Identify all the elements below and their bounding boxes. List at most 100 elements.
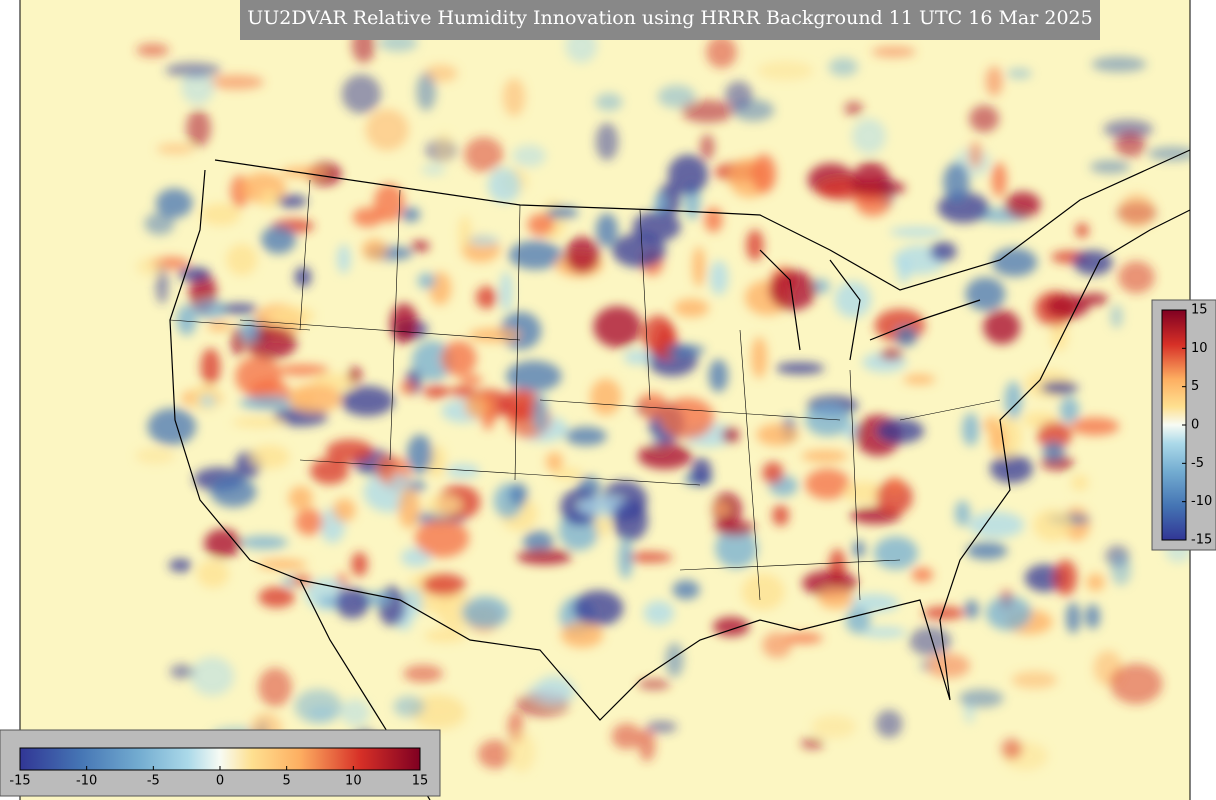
field-blob xyxy=(1073,250,1113,276)
field-blob xyxy=(508,240,563,270)
field-blob xyxy=(715,528,758,569)
field-blob xyxy=(708,359,729,393)
field-blob xyxy=(560,622,604,648)
field-blob xyxy=(280,166,328,178)
field-blob xyxy=(1085,604,1101,629)
field-blob xyxy=(1059,396,1080,424)
field-blob xyxy=(532,393,548,434)
field-blob xyxy=(294,266,312,288)
field-blob xyxy=(1103,119,1154,139)
field-blob xyxy=(410,241,430,252)
field-blob xyxy=(714,520,755,536)
colorbar-tick-label: -5 xyxy=(147,774,160,789)
field-blob xyxy=(155,265,169,305)
field-blob xyxy=(667,154,709,195)
field-blob xyxy=(646,720,678,733)
field-blob xyxy=(411,340,454,381)
field-blob xyxy=(692,246,706,288)
field-blob xyxy=(854,180,906,196)
field-blob xyxy=(969,105,1000,133)
west-coast xyxy=(169,169,431,800)
field-blob xyxy=(611,723,642,750)
field-blob xyxy=(756,423,799,446)
field-blob xyxy=(332,498,356,523)
field-blob xyxy=(623,350,653,365)
field-blob xyxy=(200,203,241,226)
colorbar-tick-label: 0 xyxy=(216,774,224,789)
field-blob xyxy=(1011,671,1058,689)
field-blob xyxy=(845,607,871,634)
field-blob xyxy=(261,225,297,254)
field-blob xyxy=(991,247,1038,277)
field-blob xyxy=(751,154,777,194)
field-blob xyxy=(461,596,509,629)
field-blob xyxy=(926,653,971,679)
field-blob xyxy=(937,192,990,224)
field-blob xyxy=(741,573,785,611)
field-blob xyxy=(1033,509,1073,542)
field-blob xyxy=(660,397,715,439)
field-blob xyxy=(714,503,729,515)
field-blob xyxy=(709,260,729,296)
field-blob xyxy=(403,664,443,683)
field-blob xyxy=(772,504,790,526)
boundaries xyxy=(169,149,1190,800)
field-blob xyxy=(966,541,1008,560)
field-blob xyxy=(985,595,1032,631)
field-blob xyxy=(751,336,768,379)
field-blob xyxy=(564,236,600,273)
field-blob xyxy=(804,402,851,437)
field-blob xyxy=(724,81,753,109)
field-blob xyxy=(340,386,395,417)
field-blob xyxy=(260,189,279,208)
field-blob xyxy=(1109,663,1163,705)
field-blob xyxy=(612,233,666,268)
field-blob xyxy=(1037,421,1072,449)
field-blob xyxy=(903,374,936,385)
humidity-field xyxy=(135,27,1190,773)
field-blob xyxy=(875,709,903,738)
field-blob xyxy=(989,454,1034,484)
field-blob xyxy=(1089,160,1131,174)
colorbar-tick-label: 5 xyxy=(283,774,291,789)
field-blob xyxy=(643,600,675,626)
field-blob xyxy=(249,445,290,469)
field-blob xyxy=(400,380,416,395)
field-blob xyxy=(762,461,784,484)
field-blob xyxy=(962,412,980,446)
field-blob xyxy=(1110,554,1132,586)
colorbar-tick-label: 5 xyxy=(1191,379,1199,394)
field-blob xyxy=(1079,293,1109,306)
field-blob xyxy=(239,319,260,343)
field-blob xyxy=(873,536,919,570)
field-blob xyxy=(1119,193,1155,228)
field-blob xyxy=(861,626,907,638)
field-blob xyxy=(1110,304,1123,329)
colorbar-tick-label: -10 xyxy=(1191,494,1212,509)
field-blob xyxy=(706,35,737,69)
field-blob xyxy=(190,656,235,697)
field-blob xyxy=(851,118,887,154)
field-blob xyxy=(1042,441,1065,462)
field-blob xyxy=(595,213,619,248)
field-blob xyxy=(664,344,706,356)
field-blob xyxy=(288,383,342,414)
field-blob xyxy=(1070,417,1120,436)
field-blob xyxy=(985,66,1003,97)
field-blob xyxy=(446,464,481,478)
field-blob xyxy=(593,306,642,348)
field-blob xyxy=(155,188,193,218)
field-blob xyxy=(441,340,477,377)
field-blob xyxy=(700,134,715,160)
field-blob xyxy=(135,447,176,464)
field-blob xyxy=(958,689,1004,708)
field-blob xyxy=(165,62,221,78)
field-blob xyxy=(968,511,1025,539)
field-blob xyxy=(512,144,546,168)
south-east-coast xyxy=(299,209,1190,721)
field-blob xyxy=(817,588,854,610)
field-blob xyxy=(499,270,513,313)
field-blob xyxy=(871,46,916,58)
field-blob xyxy=(657,84,696,109)
